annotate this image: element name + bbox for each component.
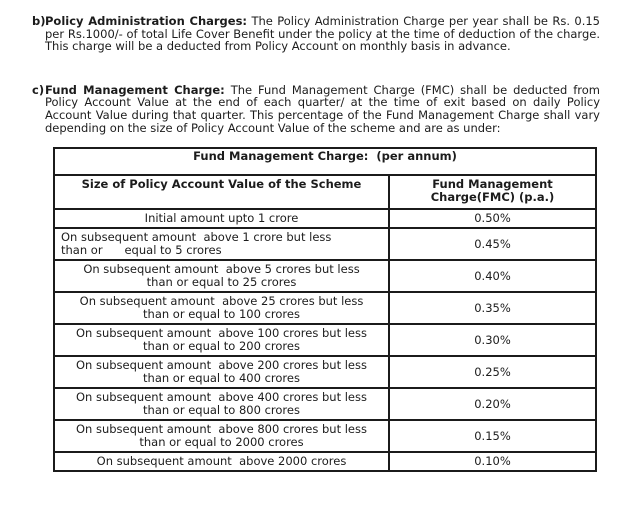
column-header-fmc-line2: Charge(FMC) (p.a.)	[430, 190, 555, 205]
row-size: On subsequent amount above 400 crores bu…	[53, 387, 390, 422]
row-size-line: On subsequent amount above 100 crores bu…	[75, 326, 367, 341]
column-header-fmc-line1: Fund Management	[432, 177, 553, 192]
table-row: On subsequent amount above 100 crores bu…	[53, 323, 598, 358]
row-size-line: than or equal to 800 crores	[143, 403, 300, 418]
row-size: On subsequent amount above 1 crore but l…	[53, 227, 390, 262]
row-size-line: On subsequent amount above 800 crores bu…	[75, 422, 367, 437]
paragraph-c-lead: Fund Management Charge:	[45, 82, 225, 97]
row-size-line: than or equal to 100 crores	[143, 307, 300, 322]
row-size-line: On subsequent amount above 25 crores but…	[79, 294, 364, 309]
column-header-fmc: Fund Management Charge(FMC) (p.a.)	[387, 174, 598, 211]
table-row: On subsequent amount above 800 crores bu…	[53, 419, 598, 454]
row-fmc: 0.35%	[387, 291, 598, 326]
row-size-line: On subsequent amount above 1 crore but l…	[61, 230, 332, 245]
paragraph-b-text: Policy Administration Charges: The Polic…	[45, 15, 600, 53]
row-fmc: 0.25%	[387, 355, 598, 390]
table-title: Fund Management Charge: (per annum)	[52, 147, 598, 177]
row-fmc: 0.10%	[387, 451, 598, 473]
paragraph-b: b) Policy Administration Charges: The Po…	[0, 15, 638, 53]
paragraph-c-text: Fund Management Charge: The Fund Managem…	[45, 82, 600, 135]
row-size-line: than or equal to 200 crores	[143, 339, 300, 354]
row-size: On subsequent amount above 200 crores bu…	[53, 355, 390, 390]
table-row: On subsequent amount above 400 crores bu…	[53, 387, 598, 422]
table-row: On subsequent amount above 5 crores but …	[53, 259, 598, 294]
table-row: On subsequent amount above 25 crores but…	[53, 291, 598, 326]
table-title-row: Fund Management Charge: (per annum)	[52, 147, 598, 177]
table-row: Initial amount upto 1 crore 0.50%	[53, 208, 598, 230]
row-fmc: 0.15%	[387, 419, 598, 454]
paragraph-c-body: The Fund Management Charge (FMC) shall b…	[45, 82, 600, 135]
row-size-line: Initial amount upto 1 crore	[144, 211, 299, 226]
row-size-line: than or equal to 2000 crores	[139, 435, 304, 450]
row-fmc: 0.45%	[387, 227, 598, 262]
row-size-line: than or equal to 25 crores	[146, 275, 297, 290]
row-fmc: 0.50%	[387, 208, 598, 230]
row-size: On subsequent amount above 2000 crores	[53, 451, 390, 473]
row-fmc: 0.30%	[387, 323, 598, 358]
paragraph-c: c) Fund Management Charge: The Fund Mana…	[0, 82, 638, 135]
row-size: On subsequent amount above 5 crores but …	[53, 259, 390, 294]
table-row: On subsequent amount above 1 crore but l…	[53, 227, 598, 262]
row-size: On subsequent amount above 800 crores bu…	[53, 419, 390, 454]
row-size: Initial amount upto 1 crore	[53, 208, 390, 230]
row-size: On subsequent amount above 100 crores bu…	[53, 323, 390, 358]
paragraph-b-label: b)	[32, 14, 46, 28]
row-size-line: than or equal to 5 crores	[61, 243, 222, 258]
row-size-line: On subsequent amount above 400 crores bu…	[75, 390, 367, 405]
row-fmc: 0.40%	[387, 259, 598, 294]
fmc-table: Fund Management Charge: (per annum) Size…	[52, 147, 598, 473]
table-row: On subsequent amount above 2000 crores 0…	[53, 451, 598, 473]
paragraph-b-body: The Policy Administration Charge per yea…	[45, 14, 600, 54]
paragraph-c-label: c)	[32, 82, 45, 97]
row-size-line: On subsequent amount above 5 crores but …	[83, 262, 360, 277]
paragraph-b-lead: Policy Administration Charges:	[45, 14, 248, 28]
table-row: On subsequent amount above 200 crores bu…	[53, 355, 598, 390]
row-fmc: 0.20%	[387, 387, 598, 422]
document-page: b) Policy Administration Charges: The Po…	[0, 15, 638, 473]
row-size-line: On subsequent amount above 2000 crores	[96, 454, 347, 469]
column-header-size: Size of Policy Account Value of the Sche…	[53, 174, 390, 211]
row-size-line: than or equal to 400 crores	[143, 371, 300, 386]
table-header-row: Size of Policy Account Value of the Sche…	[53, 174, 598, 211]
row-size: On subsequent amount above 25 crores but…	[53, 291, 390, 326]
row-size-line: On subsequent amount above 200 crores bu…	[75, 358, 367, 373]
